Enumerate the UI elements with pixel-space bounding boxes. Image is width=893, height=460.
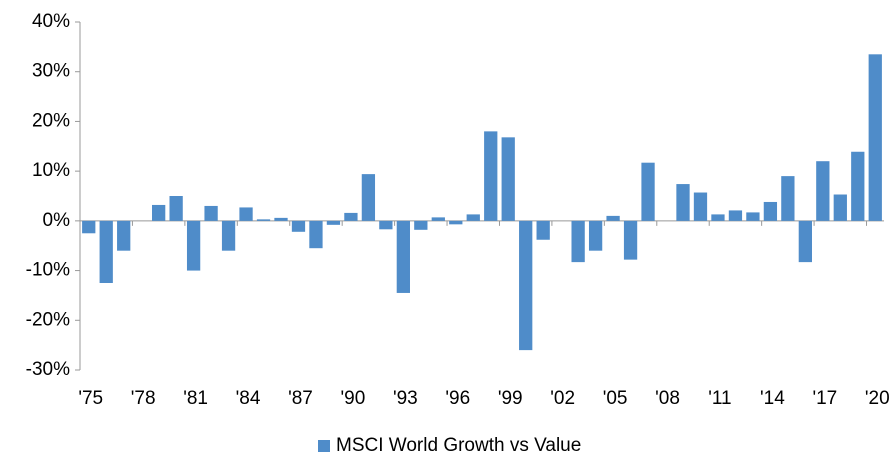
x-tick-label: '08 [655, 388, 680, 409]
bar [851, 151, 865, 221]
x-tick-label: '75 [78, 388, 103, 409]
bar [606, 215, 620, 221]
bar [379, 220, 393, 230]
bar [414, 220, 428, 230]
bar [204, 205, 218, 221]
bar [466, 214, 480, 221]
bar [169, 196, 183, 221]
bar [291, 220, 306, 232]
x-tick-label: '14 [760, 388, 785, 409]
bar [501, 137, 515, 221]
bar [186, 220, 201, 271]
bar [396, 220, 410, 293]
bar [256, 219, 271, 221]
y-tick-label: 0% [43, 210, 71, 231]
x-tick-label: '90 [341, 388, 366, 409]
bar [309, 220, 323, 249]
legend-swatch [318, 440, 330, 452]
x-tick-label: '93 [393, 388, 418, 409]
x-tick-label: '81 [183, 388, 208, 409]
bar [798, 220, 812, 263]
y-tick-label: 10% [32, 160, 70, 181]
bar [361, 174, 376, 221]
bar [326, 220, 341, 225]
bar [274, 217, 288, 221]
bar [711, 214, 725, 221]
bar [623, 220, 638, 260]
x-tick-label: '78 [131, 388, 156, 409]
y-tick-label: 30% [32, 61, 70, 82]
bar [221, 220, 236, 251]
x-tick-label: '05 [603, 388, 628, 409]
bar [728, 210, 743, 221]
bar [676, 184, 690, 221]
bar [536, 220, 550, 240]
bar [519, 220, 533, 351]
bar [571, 220, 585, 263]
x-tick-label: '84 [236, 388, 261, 409]
bar [781, 176, 795, 221]
y-tick-label: -30% [26, 359, 70, 380]
bar [117, 220, 131, 251]
legend-label: MSCI World Growth vs Value [336, 435, 581, 456]
y-tick-label: 40% [32, 11, 70, 32]
x-tick-label: '99 [498, 388, 523, 409]
bar [152, 204, 166, 221]
bar [641, 162, 655, 221]
bar [239, 207, 253, 221]
x-tick-label: '96 [445, 388, 470, 409]
bar [99, 220, 113, 283]
bar [746, 212, 760, 221]
bar [484, 131, 498, 221]
bar [344, 212, 358, 221]
bar [763, 201, 778, 221]
x-tick-label: '20 [865, 388, 890, 409]
x-tick-label: '02 [550, 388, 575, 409]
y-tick-label: -10% [26, 260, 70, 281]
bar [816, 161, 830, 221]
bar [449, 220, 463, 225]
bar [693, 192, 708, 221]
x-tick-label: '87 [288, 388, 313, 409]
bar [868, 54, 882, 221]
y-tick-label: -20% [26, 309, 70, 330]
x-tick-label: '17 [812, 388, 837, 409]
bar [82, 220, 96, 234]
bar [431, 217, 445, 221]
x-tick-label: '11 [708, 388, 731, 409]
y-tick-label: 20% [32, 110, 70, 131]
bar [833, 194, 847, 221]
bar [588, 220, 603, 251]
